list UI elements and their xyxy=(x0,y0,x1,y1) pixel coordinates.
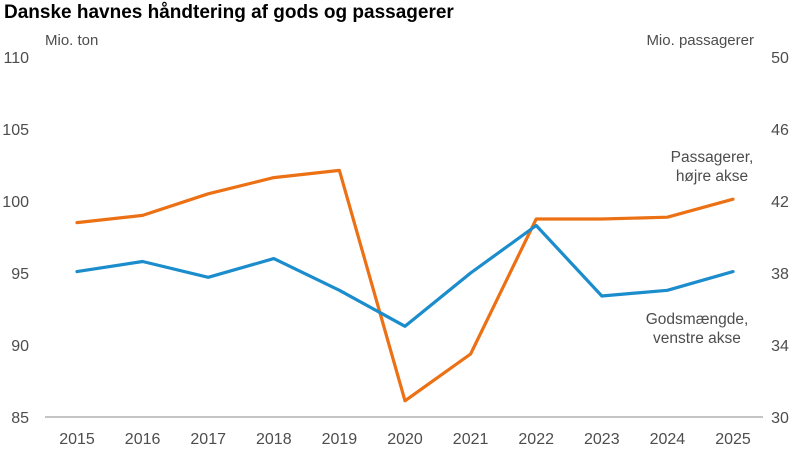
left-tick-label: 100 xyxy=(2,194,29,211)
left-tick-label: 85 xyxy=(11,410,29,427)
x-tick-label: 2025 xyxy=(715,431,751,448)
cargo-series-line xyxy=(75,223,735,328)
left-tick-label: 105 xyxy=(2,122,29,139)
series-annotations: Passagerer, højre akse Godsmængde, venstre … xyxy=(646,149,754,347)
x-tick-label: 2018 xyxy=(256,431,292,448)
left-axis-title: Mio. ton xyxy=(45,32,98,49)
right-tick-label: 30 xyxy=(771,410,789,427)
left-tick-label: 90 xyxy=(11,338,29,355)
right-tick-label: 34 xyxy=(771,338,789,355)
x-tick-label: 2023 xyxy=(584,431,620,448)
right-axis-ticks: 30 34 38 42 46 50 xyxy=(771,50,789,427)
left-tick-label: 95 xyxy=(11,266,29,283)
left-axis-ticks: 85 90 95 100 105 110 xyxy=(2,50,29,427)
x-tick-label: 2022 xyxy=(518,431,554,448)
chart-title: Danske havnes håndtering af gods og pass… xyxy=(4,2,454,23)
passenger-series-line xyxy=(75,168,735,403)
x-tick-label: 2021 xyxy=(453,431,489,448)
left-tick-label: 110 xyxy=(3,50,29,67)
x-tick-label: 2024 xyxy=(650,431,686,448)
right-tick-label: 38 xyxy=(771,266,789,283)
x-tick-label: 2015 xyxy=(59,431,95,448)
right-tick-label: 50 xyxy=(771,50,789,67)
x-tick-label: 2020 xyxy=(387,431,423,448)
right-tick-label: 46 xyxy=(771,122,789,139)
series-layer xyxy=(75,168,735,403)
x-tick-label: 2017 xyxy=(190,431,226,448)
x-tick-label: 2016 xyxy=(125,431,161,448)
x-axis-ticks: 2015 2016 2017 2018 2019 2020 2021 2022 2023 2024… xyxy=(59,431,751,448)
cargo-series-label: Godsmængde, venstre akse xyxy=(646,311,749,347)
right-tick-label: 42 xyxy=(771,194,789,211)
passenger-series-label: Passagerer, højre akse xyxy=(671,149,754,185)
x-tick-label: 2019 xyxy=(322,431,358,448)
right-axis-title: Mio. passagerer xyxy=(646,32,754,49)
